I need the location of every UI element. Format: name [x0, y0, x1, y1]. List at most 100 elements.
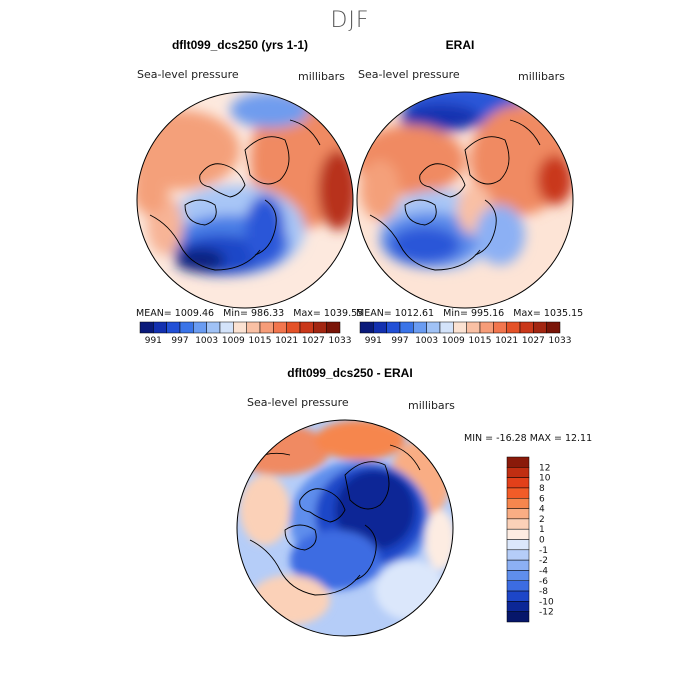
colorbar-2-tick-label: 1033 — [549, 336, 572, 346]
colorbar-2-swatch — [479, 321, 494, 334]
diff-colorbar-swatch — [506, 580, 530, 592]
panel-1-units: millibars — [298, 70, 345, 83]
colorbar-2-swatch — [546, 321, 561, 334]
colorbar-2-swatch — [519, 321, 534, 334]
colorbar-panel-1: 991 997 1003 1009 1015 1021 1027 1033 — [139, 321, 352, 346]
colorbar-1-tick-label: 1033 — [329, 336, 352, 346]
diff-colorbar-tick-label: -12 — [539, 608, 554, 618]
diff-colorbar-tick-label: -1 — [539, 546, 548, 556]
map-panel-1 — [137, 92, 353, 308]
colorbar-1-swatch — [193, 321, 207, 334]
colorbar-2-swatch — [359, 321, 374, 334]
colorbar-1-swatch — [233, 321, 247, 334]
diff-min-max: MIN = -16.28 MAX = 12.11 — [464, 433, 593, 444]
diff-colorbar-swatch — [506, 570, 530, 581]
colorbar-1-tick-label: 1015 — [249, 336, 272, 346]
colorbar-1-swatch — [139, 321, 154, 334]
colorbar-1-tick-label: 1021 — [275, 336, 298, 346]
map-panel-3 — [237, 420, 453, 636]
map-1-border — [136, 91, 354, 309]
diff-colorbar-swatch — [506, 528, 530, 540]
colorbar-2-swatch — [506, 321, 521, 334]
colorbar-2-tick-label: 1021 — [495, 336, 518, 346]
diff-colorbar-swatch — [506, 508, 530, 520]
colorbar-1-swatch — [313, 321, 327, 334]
colorbar-panel-2: 991 997 1003 1009 1015 1021 1027 1033 — [359, 321, 572, 346]
colorbar-2-tick-label: 991 — [365, 336, 382, 346]
diff-colorbar-tick-label: 2 — [539, 515, 545, 525]
colorbar-2-swatch — [426, 321, 441, 334]
colorbar-2-swatch — [439, 321, 454, 334]
colorbar-2-tick-label: 1003 — [415, 336, 438, 346]
colorbar-1-swatch — [299, 321, 314, 334]
colorbar-2-swatch — [466, 321, 481, 334]
diff-colorbar-swatch — [506, 487, 530, 499]
map-3-border — [236, 419, 454, 637]
diff-colorbar-tick-label: -4 — [539, 566, 548, 576]
diff-colorbar-tick-label: 1 — [539, 525, 545, 535]
diff-units: millibars — [408, 399, 455, 412]
diff-colorbar-swatch — [506, 518, 530, 530]
colorbar-1-swatch — [273, 321, 287, 334]
diff-colorbar-tick-label: -8 — [539, 587, 548, 597]
diff-field-label: Sea-level pressure — [247, 396, 349, 409]
colorbar-2-swatch — [413, 321, 427, 334]
panel-1-max: Max= 1039.55 — [293, 308, 364, 319]
season-title: DJF — [330, 8, 370, 33]
panel-2-title: ERAI — [445, 38, 475, 52]
colorbar-2-swatch — [493, 321, 507, 334]
diff-colorbar-tick-label: -10 — [539, 597, 554, 607]
colorbar-1-swatch — [179, 321, 194, 334]
colorbar-1-tick-label: 1009 — [222, 336, 245, 346]
colorbar-1-swatch — [259, 321, 274, 334]
colorbar-1-swatch — [246, 321, 261, 334]
map-2-border — [356, 91, 574, 309]
diff-colorbar-tick-label: -2 — [539, 556, 548, 566]
diff-colorbar-swatch — [506, 477, 530, 489]
colorbar-1-swatch — [326, 321, 341, 334]
colorbar-1-swatch — [286, 321, 301, 334]
colorbar-1-tick-label: 997 — [171, 336, 188, 346]
colorbar-2-swatch — [386, 321, 401, 334]
colorbar-2-tick-label: 1027 — [522, 336, 545, 346]
panel-2-mean: MEAN= 1012.61 — [356, 308, 435, 319]
panel-2-max: Max= 1035.15 — [513, 308, 584, 319]
colorbar-2-swatch — [453, 321, 467, 334]
diff-colorbar-swatch — [506, 549, 530, 561]
diff-colorbar-tick-label: 0 — [539, 536, 545, 546]
colorbar-2-swatch — [373, 321, 387, 334]
colorbar-1-swatch — [219, 321, 234, 334]
diff-colorbar-swatch — [506, 559, 530, 571]
colorbar-1-tick-label: 1003 — [195, 336, 218, 346]
colorbar-2-swatch — [533, 321, 547, 334]
diff-colorbar-tick-label: 12 — [539, 463, 550, 473]
panel-1-title: dflt099_dcs250 (yrs 1-1) — [171, 38, 309, 52]
colorbar-1-tick-label: 991 — [145, 336, 162, 346]
diff-colorbar-tick-label: 4 — [539, 505, 545, 515]
diff-colorbar-swatch — [506, 590, 530, 602]
diff-colorbar-swatch — [506, 539, 530, 551]
diff-colorbar-swatch — [506, 498, 530, 509]
diff-colorbar-tick-label: -6 — [539, 577, 548, 587]
panel-2-field-label: Sea-level pressure — [358, 68, 460, 81]
panel-2-min: Min= 995.16 — [443, 308, 505, 319]
colorbar-2-tick-label: 997 — [391, 336, 408, 346]
colorbar-2-tick-label: 1009 — [442, 336, 465, 346]
colorbar-2-tick-label: 1015 — [469, 336, 492, 346]
panel-1-min: Min= 986.33 — [223, 308, 285, 319]
diff-colorbar-tick-label: 6 — [539, 494, 545, 504]
colorbar-2-swatch — [399, 321, 414, 334]
diff-colorbar-swatch — [506, 456, 530, 468]
panel-1-field-label: Sea-level pressure — [137, 68, 239, 81]
diff-colorbar-tick-label: 8 — [539, 484, 545, 494]
diff-panel-title: dflt099_dcs250 - ERAI — [287, 366, 413, 380]
panel-2-units: millibars — [518, 70, 565, 83]
colorbar-1-tick-label: 1027 — [302, 336, 325, 346]
colorbar-1-swatch — [153, 321, 167, 334]
colorbar-1-swatch — [166, 321, 181, 334]
map-panel-2 — [357, 92, 573, 308]
diff-colorbar-swatch — [506, 467, 530, 478]
panel-1-mean: MEAN= 1009.46 — [136, 308, 215, 319]
